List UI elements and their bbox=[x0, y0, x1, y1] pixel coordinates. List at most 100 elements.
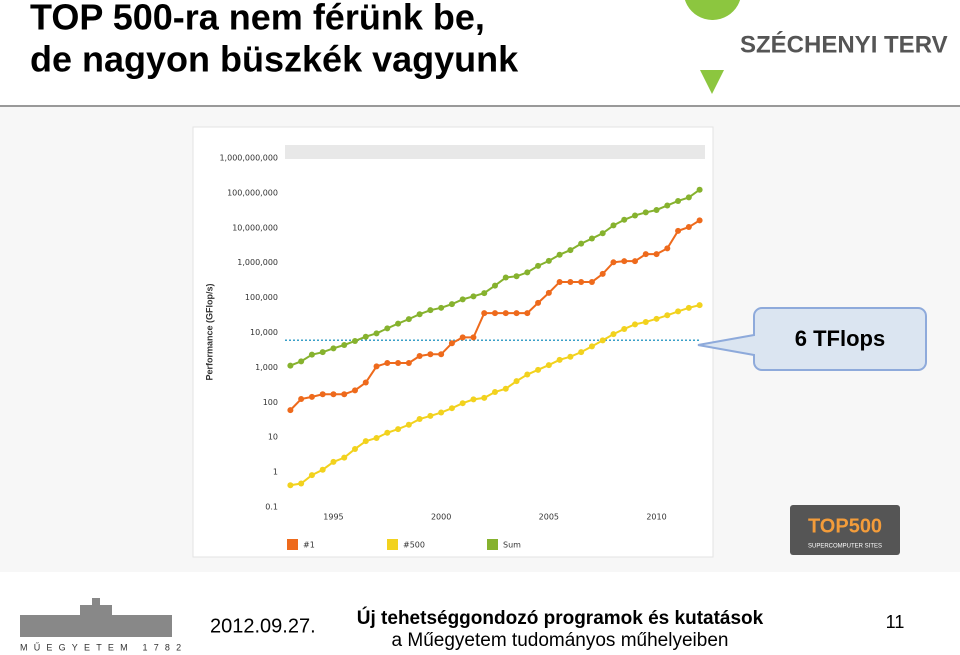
data-point bbox=[416, 311, 423, 318]
data-point bbox=[610, 331, 617, 338]
data-point bbox=[459, 334, 466, 341]
data-point bbox=[567, 278, 574, 285]
data-point bbox=[632, 258, 638, 265]
data-point bbox=[405, 359, 412, 366]
data-point bbox=[341, 454, 348, 461]
logo-box bbox=[790, 505, 900, 555]
legend-label: #500 bbox=[403, 541, 425, 550]
data-point bbox=[308, 393, 315, 400]
data-point bbox=[578, 240, 585, 247]
data-point bbox=[427, 412, 434, 419]
data-point bbox=[438, 351, 445, 358]
x-tick-label: 1995 bbox=[323, 513, 343, 522]
building-dome bbox=[92, 598, 100, 606]
data-point bbox=[298, 480, 305, 487]
data-point bbox=[427, 351, 434, 358]
data-point bbox=[405, 316, 412, 323]
data-point bbox=[308, 351, 315, 358]
data-point bbox=[459, 296, 466, 303]
y-tick-label: 10,000,000 bbox=[232, 223, 278, 232]
data-point bbox=[556, 356, 563, 363]
data-point bbox=[492, 310, 498, 317]
data-point bbox=[685, 224, 692, 231]
data-point bbox=[319, 349, 326, 356]
data-point bbox=[696, 302, 703, 309]
data-point bbox=[502, 274, 509, 281]
data-point bbox=[481, 310, 488, 317]
data-point bbox=[287, 407, 294, 414]
data-point bbox=[567, 353, 574, 360]
data-point bbox=[696, 217, 703, 224]
data-point bbox=[405, 421, 412, 428]
data-point bbox=[545, 289, 552, 296]
data-point bbox=[588, 235, 595, 242]
footer-line: a Műegyetem tudományos műhelyeiben bbox=[392, 630, 729, 651]
data-point bbox=[664, 245, 671, 252]
y-tick-label: 100 bbox=[263, 398, 278, 407]
data-point bbox=[395, 359, 402, 366]
range-bar bbox=[285, 145, 705, 159]
data-point bbox=[308, 472, 315, 479]
data-point bbox=[685, 304, 692, 311]
y-tick-label: 10 bbox=[268, 433, 278, 442]
data-point bbox=[588, 278, 595, 285]
data-point bbox=[632, 321, 638, 328]
data-point bbox=[470, 334, 477, 341]
data-point bbox=[395, 320, 402, 327]
building-tower bbox=[80, 605, 112, 617]
data-point bbox=[481, 290, 488, 297]
data-point bbox=[330, 345, 337, 352]
legend-swatch bbox=[287, 539, 298, 550]
data-point bbox=[664, 312, 671, 319]
data-point bbox=[481, 394, 488, 401]
data-point bbox=[330, 391, 337, 398]
data-point bbox=[448, 405, 455, 412]
szechenyi-logo: ÚJ SZÉCHENYI TERV bbox=[684, 0, 948, 94]
y-tick-label: 100,000 bbox=[245, 293, 278, 302]
legend-swatch bbox=[387, 539, 398, 550]
data-point bbox=[535, 366, 542, 373]
data-point bbox=[448, 340, 455, 347]
data-point bbox=[362, 333, 369, 340]
logo-subtitle: SUPERCOMPUTER SITES bbox=[808, 544, 882, 550]
data-point bbox=[642, 209, 649, 216]
y-tick-label: 1,000,000 bbox=[237, 258, 278, 267]
legend-swatch bbox=[487, 539, 498, 550]
logo-name: TOP500 bbox=[808, 515, 882, 537]
data-point bbox=[298, 396, 305, 403]
data-point bbox=[653, 206, 660, 213]
data-point bbox=[384, 325, 391, 332]
data-point bbox=[599, 270, 606, 277]
data-point bbox=[362, 379, 369, 386]
data-point bbox=[545, 362, 552, 369]
data-point bbox=[567, 247, 574, 254]
data-point bbox=[502, 385, 509, 392]
data-point bbox=[330, 458, 337, 465]
data-point bbox=[621, 325, 628, 332]
data-point bbox=[287, 482, 294, 489]
data-point bbox=[675, 197, 682, 204]
data-point bbox=[395, 426, 402, 433]
data-point bbox=[438, 304, 445, 311]
data-point bbox=[664, 202, 671, 209]
data-point bbox=[642, 318, 649, 325]
data-point bbox=[535, 299, 542, 306]
title: de nagyon büszkék vagyunk bbox=[30, 39, 519, 80]
x-tick-label: 2000 bbox=[431, 513, 451, 522]
data-point bbox=[373, 330, 380, 337]
logo-pin-tip bbox=[700, 70, 724, 94]
data-point bbox=[556, 278, 563, 285]
y-tick-label: 1,000,000,000 bbox=[219, 154, 278, 163]
data-point bbox=[416, 353, 423, 360]
data-point bbox=[524, 269, 531, 276]
data-point bbox=[696, 186, 703, 193]
page-number: 11 bbox=[886, 612, 905, 632]
data-point bbox=[610, 259, 617, 266]
data-point bbox=[535, 262, 542, 269]
bme-logo: MŰEGYETEM 1782 bbox=[20, 598, 181, 652]
data-point bbox=[653, 251, 660, 258]
data-point bbox=[524, 310, 531, 317]
data-point bbox=[384, 429, 391, 436]
data-point bbox=[524, 371, 531, 378]
y-tick-label: 10,000 bbox=[250, 328, 278, 337]
